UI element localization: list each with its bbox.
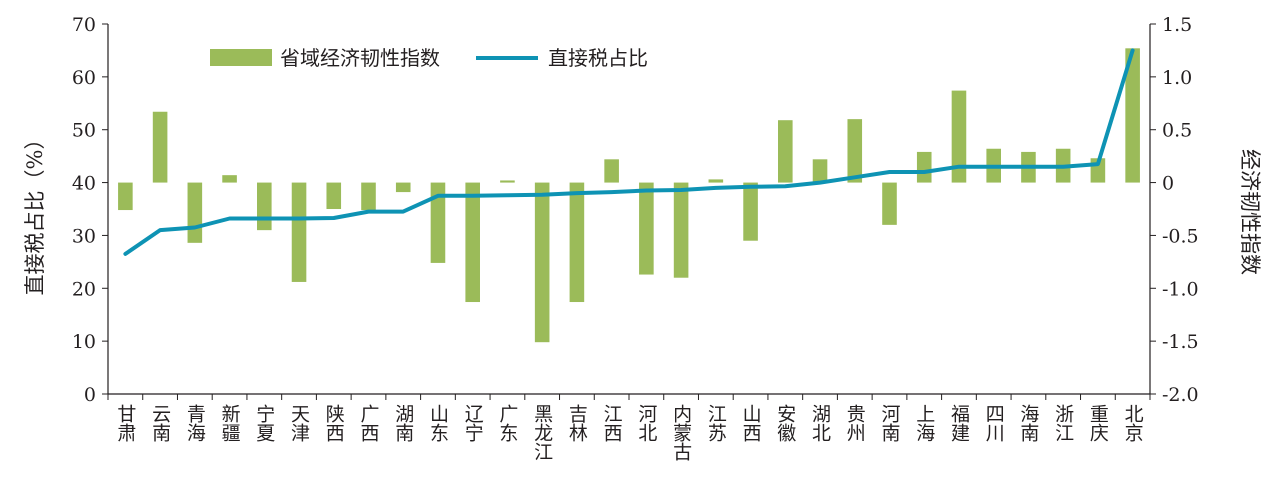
right-tick-label: 1.0 xyxy=(1162,67,1192,89)
bar-16 xyxy=(639,182,654,275)
axes xyxy=(107,24,1151,400)
legend-line-label: 直接税占比 xyxy=(548,46,648,70)
category-label: 上海 xyxy=(913,404,935,442)
bar-23 xyxy=(882,182,897,225)
bar-7 xyxy=(326,182,342,209)
category-label: 安徽 xyxy=(774,404,796,442)
category-label: 江西 xyxy=(601,404,623,442)
category-label: 山西 xyxy=(740,404,762,442)
left-tick-label: 60 xyxy=(72,67,96,89)
category-label: 四川 xyxy=(983,404,1005,442)
bar-13 xyxy=(534,182,550,343)
bar-5 xyxy=(257,182,272,231)
left-tick-label: 0 xyxy=(84,384,96,406)
bar-19 xyxy=(743,182,758,241)
bar-12 xyxy=(500,180,515,183)
category-label: 山东 xyxy=(427,404,449,442)
bar-1 xyxy=(118,182,133,211)
left-tick-label: 30 xyxy=(72,225,96,247)
left-tick-label: 50 xyxy=(72,120,96,142)
category-label: 北京 xyxy=(1122,404,1144,443)
bar-24 xyxy=(916,151,932,183)
category-label: 福建 xyxy=(948,404,970,442)
category-label: 贵州 xyxy=(844,404,866,442)
right-tick-label: 0 xyxy=(1162,173,1174,195)
bar-8 xyxy=(361,182,376,211)
left-tick-label: 70 xyxy=(72,14,96,36)
left-axis-ticks: 0 10 20 30 40 50 60 70 xyxy=(72,14,108,406)
left-tick-label: 20 xyxy=(72,278,96,300)
bar-6 xyxy=(291,182,307,282)
right-tick-label: -1.5 xyxy=(1162,331,1199,353)
bar-22 xyxy=(847,119,863,183)
category-label: 内蒙古 xyxy=(670,404,692,461)
category-label: 重庆 xyxy=(1087,404,1109,442)
category-labels: 甘肃 云南 青海 新疆 宁夏 天津 陕西 广西 湖南 山东 辽宁 广东 黑龙江 吉林 江西 河北 内蒙古 江苏 山西… xyxy=(114,404,1143,461)
bar-10 xyxy=(430,182,446,263)
category-label: 湖南 xyxy=(392,404,414,442)
line-series xyxy=(123,48,1135,256)
line-path xyxy=(123,48,1135,256)
bar-9 xyxy=(395,182,411,193)
right-axis-ticks: -2.0 -1.5 -1.0 -0.5 0 0.5 1.0 1.5 xyxy=(1150,14,1199,406)
bar-11 xyxy=(465,182,480,303)
bar-21 xyxy=(812,159,828,183)
legend-bar-label: 省域经济韧性指数 xyxy=(280,46,440,70)
bar-2 xyxy=(152,111,168,183)
bar-18 xyxy=(708,179,724,183)
category-label: 天津 xyxy=(288,404,310,442)
category-label: 陕西 xyxy=(323,404,345,442)
bar-3 xyxy=(187,182,203,243)
bar-4 xyxy=(222,175,237,183)
left-tick-label: 10 xyxy=(72,331,96,353)
bar-series xyxy=(118,48,1140,343)
category-label: 青海 xyxy=(184,404,206,442)
category-label: 宁夏 xyxy=(253,404,275,442)
category-label: 海南 xyxy=(1017,404,1039,442)
right-tick-label: 0.5 xyxy=(1162,120,1192,142)
bar-25 xyxy=(951,90,967,183)
left-axis-title: 直接税占比（%） xyxy=(23,129,47,296)
right-tick-label: -0.5 xyxy=(1162,225,1199,247)
right-tick-label: -1.0 xyxy=(1162,278,1199,300)
category-label: 新疆 xyxy=(219,404,241,442)
bar-20 xyxy=(778,120,793,183)
legend-bar-swatch xyxy=(210,49,272,66)
category-label: 广西 xyxy=(358,404,380,442)
category-label: 黑龙江 xyxy=(531,404,553,461)
bar-17 xyxy=(673,182,689,278)
right-axis-title: 经济韧性指数 xyxy=(1238,149,1262,275)
category-label: 甘肃 xyxy=(114,404,136,442)
category-label: 浙江 xyxy=(1052,404,1074,442)
bar-15 xyxy=(604,159,619,183)
category-label: 云南 xyxy=(149,404,171,442)
category-label: 广东 xyxy=(496,404,518,442)
legend: 省域经济韧性指数 直接税占比 xyxy=(210,46,648,70)
bar-14 xyxy=(569,182,585,303)
category-label: 辽宁 xyxy=(462,404,484,442)
category-label: 河北 xyxy=(635,404,657,442)
category-label: 湖北 xyxy=(809,404,831,442)
category-label: 江苏 xyxy=(705,404,727,442)
category-label: 吉林 xyxy=(566,404,588,442)
left-tick-label: 40 xyxy=(72,173,96,195)
right-tick-label: 1.5 xyxy=(1162,14,1192,36)
bar-30 xyxy=(1125,48,1140,183)
category-label: 河南 xyxy=(879,404,901,442)
right-tick-label: -2.0 xyxy=(1162,384,1199,406)
